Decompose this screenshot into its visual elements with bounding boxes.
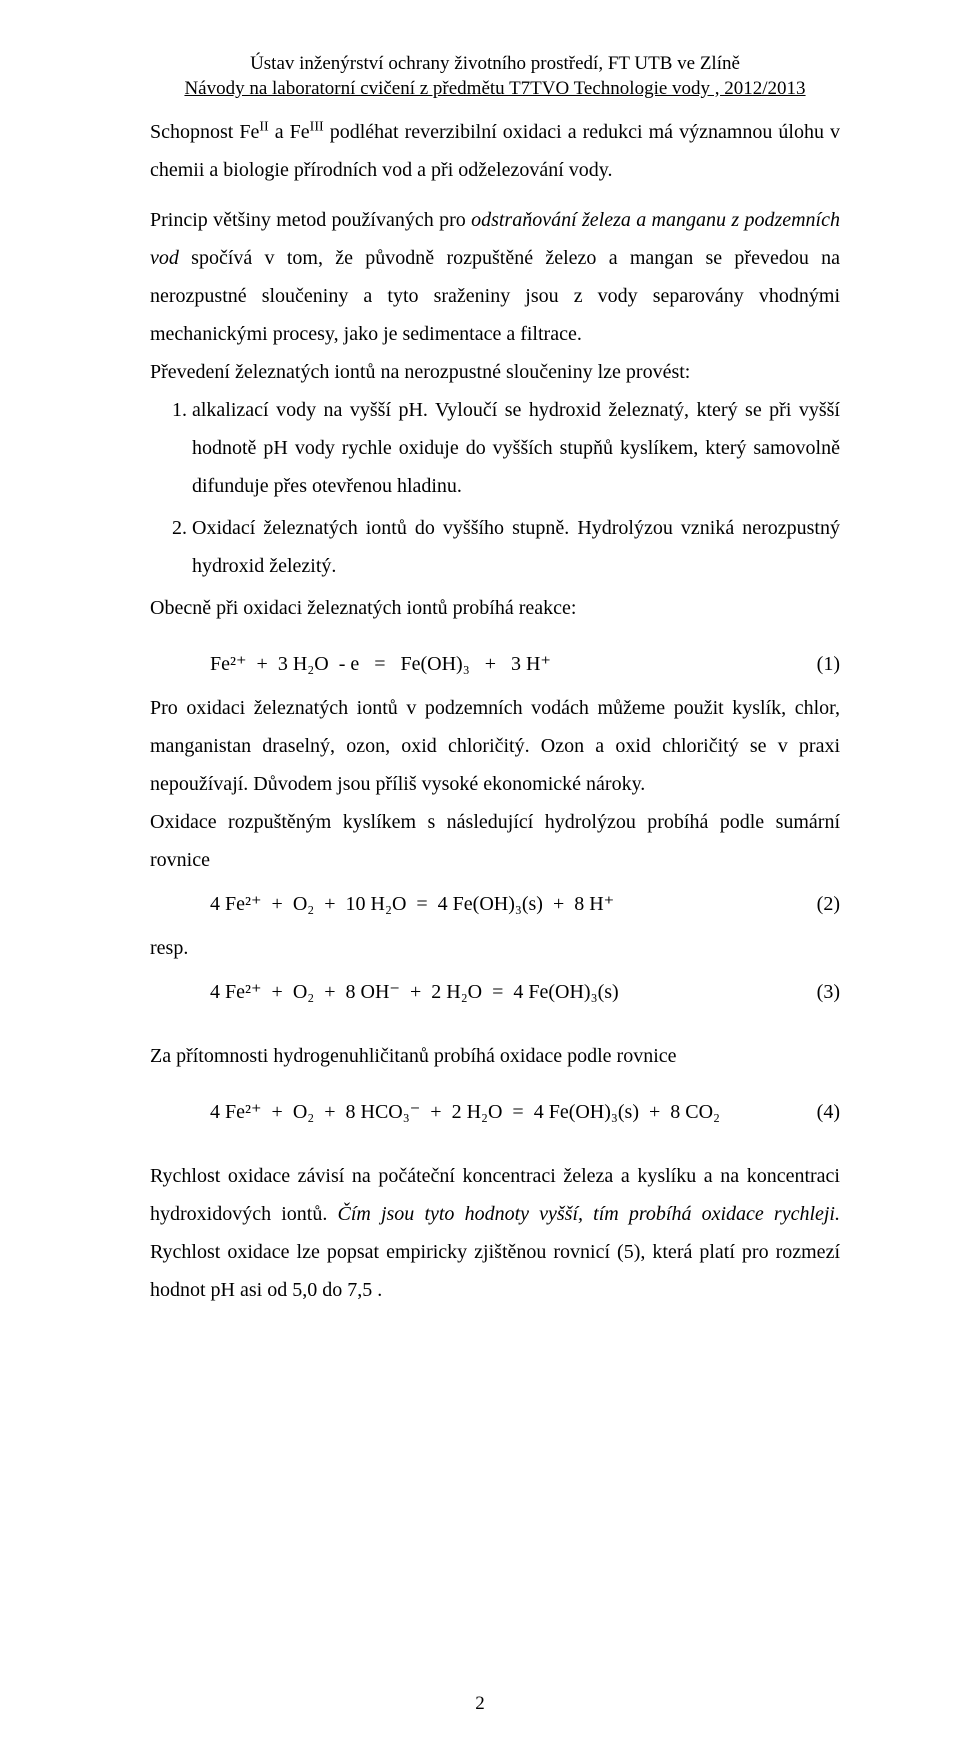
spacer <box>150 1075 840 1087</box>
equation-text: 4 Fe²⁺ + O₂ + 8 HCO₃⁻ + 2 H₂O = 4 Fe(OH)… <box>210 1093 720 1131</box>
paragraph-7: Za přítomnosti hydrogenuhličitanů probíh… <box>150 1037 840 1075</box>
equation-3: 4 Fe²⁺ + O₂ + 8 OH⁻ + 2 H₂O = 4 Fe(OH)₃(… <box>210 973 840 1011</box>
equation-2: 4 Fe²⁺ + O₂ + 10 H₂O = 4 Fe(OH)₃(s) + 8 … <box>210 885 840 923</box>
spacer <box>150 627 840 639</box>
paragraph-8: Rychlost oxidace závisí na počáteční kon… <box>150 1157 840 1309</box>
equation-text: Fe²⁺ + 3 H₂O - e = Fe(OH)₃ + 3 H⁺ <box>210 645 551 683</box>
equation-text: 4 Fe²⁺ + O₂ + 10 H₂O = 4 Fe(OH)₃(s) + 8 … <box>210 885 614 923</box>
list-item: Oxidací železnatých iontů do vyššího stu… <box>192 509 840 585</box>
paragraph-5: Pro oxidaci železnatých iontů v podzemní… <box>150 689 840 803</box>
equation-1: Fe²⁺ + 3 H₂O - e = Fe(OH)₃ + 3 H⁺ (1) <box>210 645 840 683</box>
superscript-roman-2: II <box>259 120 268 135</box>
paragraph-4: Obecně při oxidaci železnatých iontů pro… <box>150 589 840 627</box>
equation-number: (3) <box>805 973 840 1011</box>
equation-number: (2) <box>805 885 840 923</box>
page-header: Ústav inženýrství ochrany životního pros… <box>150 52 840 101</box>
spacer <box>150 1137 840 1157</box>
paragraph-6: Oxidace rozpuštěným kyslíkem s následují… <box>150 803 840 879</box>
superscript-roman-3: III <box>310 120 324 135</box>
paragraph-1: Schopnost FeII a FeIII podléhat reverzib… <box>150 113 840 189</box>
page-number: 2 <box>0 1686 960 1722</box>
list-item: alkalizací vody na vyšší pH. Vyloučí se … <box>192 391 840 505</box>
spacer <box>150 1017 840 1037</box>
paragraph-2: Princip většiny metod používaných pro od… <box>150 201 840 353</box>
paragraph-3: Převedení železnatých iontů na nerozpust… <box>150 353 840 391</box>
equation-number: (4) <box>805 1093 840 1131</box>
header-line-2: Návody na laboratorní cvičení z předmětu… <box>150 77 840 102</box>
ordered-list: alkalizací vody na vyšší pH. Vyloučí se … <box>150 391 840 585</box>
equation-number: (1) <box>805 645 840 683</box>
italic-phrase: Čím jsou tyto hodnoty vyšší, tím probíhá… <box>337 1203 840 1225</box>
resp-label: resp. <box>150 929 840 967</box>
equation-4: 4 Fe²⁺ + O₂ + 8 HCO₃⁻ + 2 H₂O = 4 Fe(OH)… <box>210 1093 840 1131</box>
header-line-1: Ústav inženýrství ochrany životního pros… <box>150 52 840 77</box>
equation-text: 4 Fe²⁺ + O₂ + 8 OH⁻ + 2 H₂O = 4 Fe(OH)₃(… <box>210 973 619 1011</box>
page: Ústav inženýrství ochrany životního pros… <box>0 0 960 1758</box>
